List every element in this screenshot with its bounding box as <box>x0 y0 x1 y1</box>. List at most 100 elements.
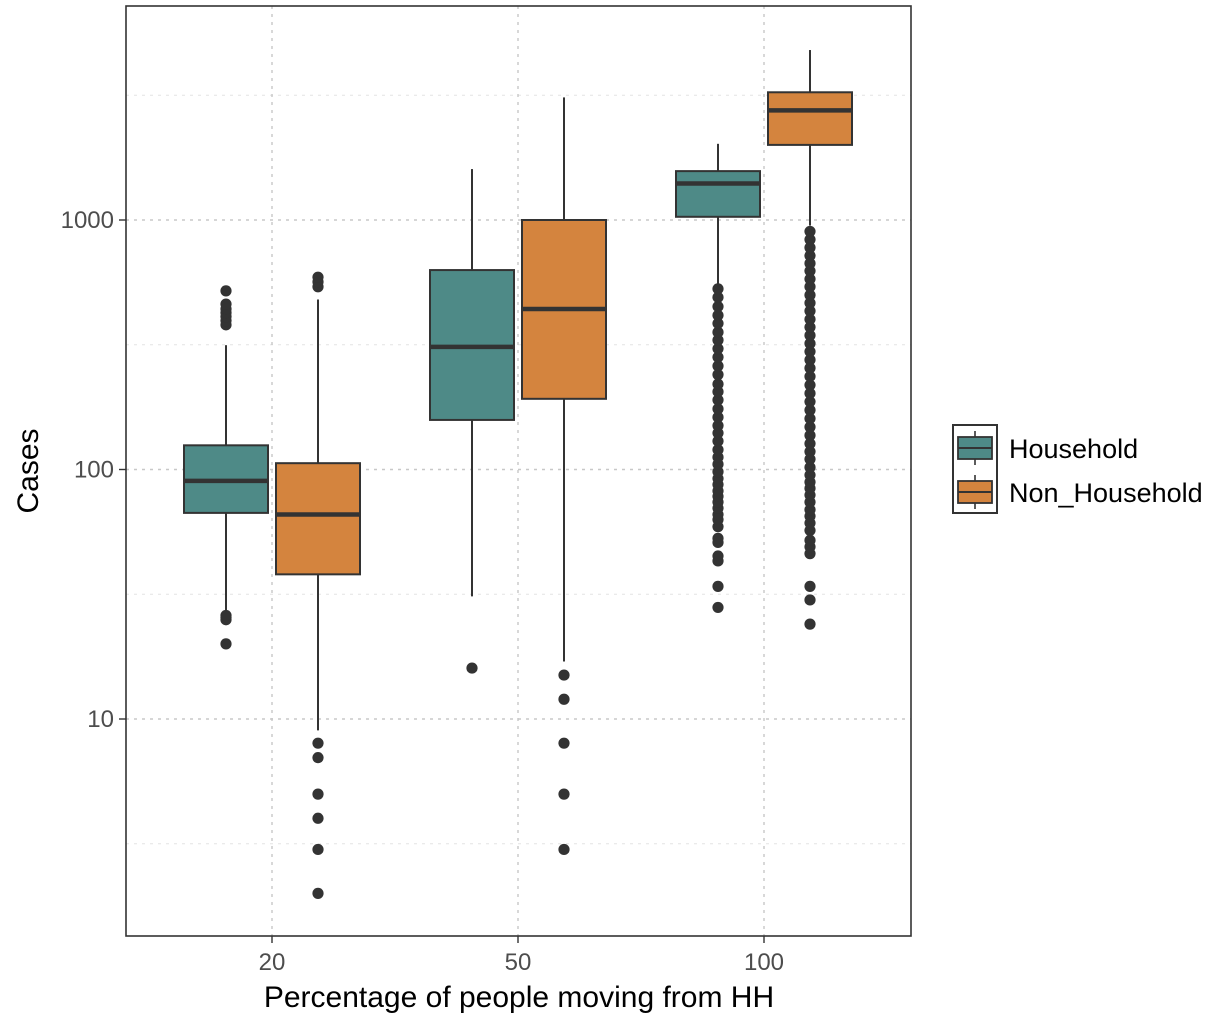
outlier-point <box>712 435 724 447</box>
outlier-point <box>712 411 724 423</box>
outlier-point <box>312 812 324 824</box>
outlier-point <box>712 343 724 355</box>
box-non-household-20 <box>275 271 361 899</box>
outlier-point <box>804 412 816 425</box>
outlier-point <box>804 438 816 450</box>
outlier-point <box>804 313 816 325</box>
legend-label: Household <box>1009 434 1138 464</box>
outlier-point <box>712 317 724 330</box>
outlier-point <box>312 887 324 899</box>
box-household-50 <box>429 169 515 674</box>
outlier-point <box>804 354 816 366</box>
outlier-point <box>712 326 724 338</box>
outlier-point <box>712 550 724 562</box>
box-household-20 <box>183 285 269 650</box>
outlier-point <box>712 386 724 398</box>
outlier-point <box>312 737 324 749</box>
outlier-point <box>712 403 724 415</box>
outlier-point <box>804 225 816 238</box>
outlier-point <box>804 387 816 399</box>
outlier-point <box>558 843 570 856</box>
outlier-point <box>804 337 816 350</box>
outlier-point <box>804 249 816 262</box>
outlier-point <box>804 461 816 473</box>
outlier-point <box>804 379 816 391</box>
outlier-point <box>312 271 324 283</box>
box-household-100 <box>675 143 761 614</box>
outlier-point <box>558 669 570 681</box>
outlier-point <box>712 580 724 592</box>
outlier-point <box>804 233 816 246</box>
outlier-point <box>558 693 570 705</box>
outlier-point <box>712 334 724 346</box>
legend-key-non-household <box>957 475 993 509</box>
outlier-point <box>804 297 816 309</box>
outlier-point <box>712 601 724 614</box>
outlier-point <box>312 843 324 856</box>
outlier-point <box>804 618 816 630</box>
outlier-point <box>712 309 724 321</box>
outlier-point <box>804 396 816 408</box>
y-axis: 10 100 1000 <box>61 207 126 733</box>
outlier-point <box>712 419 724 432</box>
y-tick-label: 100 <box>74 457 114 484</box>
x-axis-title: Percentage of people moving from HH <box>264 981 774 1014</box>
outlier-point <box>804 362 816 374</box>
outlier-point <box>804 281 816 293</box>
plot-area <box>183 50 853 899</box>
outlier-point <box>804 534 816 546</box>
box-non-household-100 <box>767 50 853 630</box>
outlier-point <box>804 445 816 458</box>
outlier-point <box>712 360 724 372</box>
x-tick-label: 20 <box>259 949 286 976</box>
outlier-point <box>220 638 232 650</box>
outlier-point <box>712 351 724 363</box>
gridlines <box>126 6 911 936</box>
outlier-point <box>804 321 816 333</box>
outlier-point <box>804 404 816 416</box>
outlier-point <box>712 378 724 390</box>
outlier-point <box>804 345 816 358</box>
outlier-point <box>712 369 724 381</box>
outlier-point <box>558 737 570 749</box>
outlier-point <box>804 305 816 317</box>
outlier-point <box>804 289 816 301</box>
box <box>275 462 361 576</box>
outlier-point <box>804 370 816 383</box>
x-tick-label: 50 <box>505 949 532 976</box>
outlier-point <box>220 285 232 297</box>
outlier-point <box>312 788 324 800</box>
outlier-point <box>712 283 724 295</box>
outlier-point <box>804 594 816 606</box>
legend: Household Non_Household <box>952 424 1203 514</box>
outlier-point <box>712 532 724 544</box>
box-non-household-50 <box>521 97 607 856</box>
y-axis-title: Cases <box>12 428 45 513</box>
outlier-point <box>804 421 816 433</box>
legend-key-household <box>957 431 993 465</box>
outlier-point <box>804 429 816 441</box>
legend-label: Non_Household <box>1009 478 1203 508</box>
x-axis: 20 50 100 <box>259 936 784 976</box>
outlier-point <box>220 298 232 310</box>
y-tick-label: 10 <box>87 706 114 733</box>
outlier-point <box>558 788 570 800</box>
outlier-point <box>804 469 816 481</box>
outlier-point <box>712 291 724 303</box>
outlier-point <box>804 257 816 269</box>
x-tick-label: 100 <box>744 949 784 976</box>
outlier-point <box>712 444 724 456</box>
outlier-point <box>220 609 232 622</box>
outlier-point <box>712 394 724 406</box>
outlier-point <box>804 273 816 285</box>
outlier-point <box>804 242 816 254</box>
y-tick-label: 1000 <box>61 207 114 234</box>
outlier-point <box>712 300 724 313</box>
outlier-point <box>466 662 478 674</box>
outlier-point <box>312 752 324 764</box>
outlier-point <box>804 580 816 592</box>
box <box>767 91 853 146</box>
outlier-point <box>804 329 816 341</box>
box <box>675 170 761 218</box>
